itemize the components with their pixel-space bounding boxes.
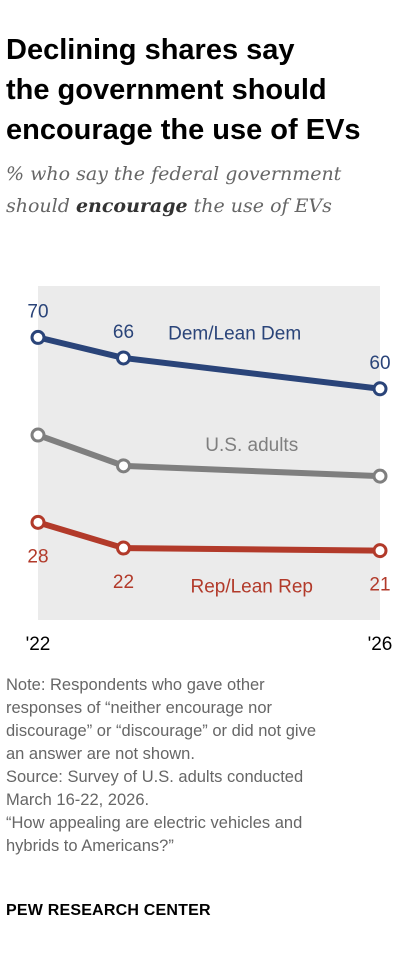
title-line: the government should <box>6 74 327 106</box>
source-line: March 16-22, 2026. <box>6 791 150 809</box>
data-label-dem: 70 <box>27 301 48 322</box>
series-layer: 70 66 60 Dem/Lean Dem U.S. adults 28 22 21 Rep/L… <box>27 301 390 597</box>
chart-subtitle: % who say the federal government should … <box>6 158 396 222</box>
data-label-rep: 28 <box>27 546 48 567</box>
data-point-total <box>30 427 46 443</box>
note-line: discourage” or “discourage” or did not g… <box>6 722 316 740</box>
question-line: “How appealing are electric vehicles and <box>6 814 303 832</box>
question-line: hybrids to Americans?” <box>6 837 174 855</box>
subtitle-pre: should <box>6 195 76 217</box>
data-point-dem <box>372 381 388 397</box>
notes: Note: Respondents who gave other respons… <box>6 674 396 858</box>
subtitle-line-1: % who say the federal government <box>6 163 342 185</box>
data-point-dem <box>30 329 46 345</box>
note-line: responses of “neither encourage nor <box>6 699 272 717</box>
note-line: Note: Respondents who gave other <box>6 676 265 694</box>
x-tick-label: '26 <box>368 634 393 655</box>
data-point-rep <box>116 540 131 556</box>
x-axis: '22 '26 <box>26 634 393 655</box>
data-point-rep <box>30 514 46 530</box>
title-line: Declining shares say <box>6 34 295 66</box>
subtitle-line-2: should encourage the use of EVs <box>6 190 396 222</box>
data-point-dem <box>116 350 131 366</box>
source-org-logo: PEW RESEARCH CENTER <box>6 902 211 919</box>
note-line: an answer are not shown. <box>6 745 195 763</box>
subtitle-post: the use of EVs <box>187 195 332 217</box>
series-name-rep: Rep/Lean Rep <box>190 576 313 597</box>
data-label-rep: 22 <box>113 572 134 593</box>
subtitle-emphasis: encourage <box>75 195 188 217</box>
data-label-dem: 60 <box>369 353 390 374</box>
data-label-rep: 21 <box>369 575 390 596</box>
title-line: encourage the use of EVs <box>6 114 361 146</box>
source-line: Source: Survey of U.S. adults conducted <box>6 768 304 786</box>
data-label-dem: 66 <box>113 322 134 343</box>
chart-title: Declining shares say the government shou… <box>6 30 396 150</box>
line-chart: 70 66 60 Dem/Lean Dem U.S. adults 28 22 21 Rep/L… <box>26 286 393 655</box>
x-tick-label: '22 <box>26 634 51 655</box>
data-point-total <box>116 458 131 474</box>
data-point-total <box>372 468 388 484</box>
data-point-rep <box>372 543 388 559</box>
series-name-dem: Dem/Lean Dem <box>168 323 301 344</box>
series-name-total: U.S. adults <box>205 435 298 456</box>
